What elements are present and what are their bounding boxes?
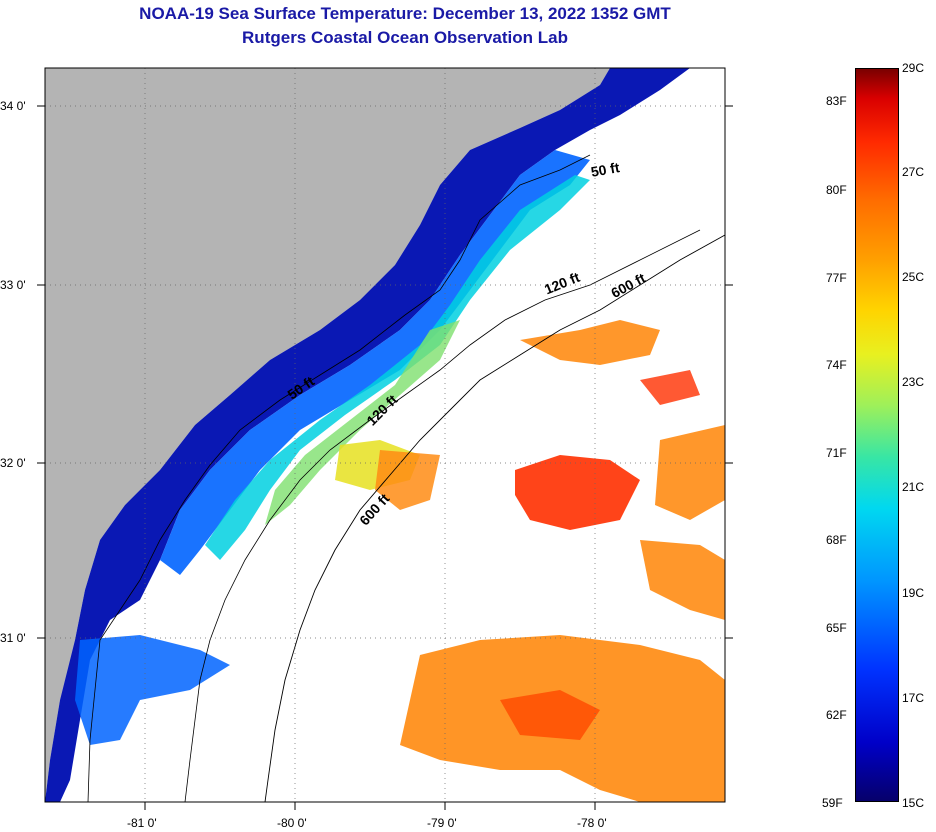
y-tick-label: 33 0': [0, 278, 26, 292]
colorbar-celsius-label: 29C: [902, 61, 925, 75]
x-tick-label: -78 0': [577, 816, 607, 830]
x-tick-label: -80 0': [277, 816, 307, 830]
colorbar-fahrenheit-label: 80F: [826, 183, 847, 197]
offshore-orange-patch-3: [640, 540, 725, 620]
shelf-cyan-water: [205, 175, 590, 560]
land-mass: [45, 68, 610, 802]
offshore-red-patch-1: [515, 455, 640, 530]
colorbar-celsius-label: 27C: [902, 165, 925, 179]
colorbar-celsius-label: 17C: [902, 691, 925, 705]
southern-coastal-blue: [75, 635, 230, 745]
colorbar-fahrenheit-label: 65F: [826, 621, 847, 635]
x-tick-label: -81 0': [127, 816, 157, 830]
colorbar-fahrenheit-label: 77F: [826, 271, 847, 285]
map-subtitle: Rutgers Coastal Ocean Observation Lab: [242, 28, 568, 47]
colorbar-fahrenheit-label: 71F: [826, 446, 847, 460]
colorbar-fahrenheit-label: 59F: [822, 796, 843, 810]
contour-120ft: [184, 229, 701, 802]
orange-strip: [375, 450, 440, 510]
colorbar-celsius-label: 19C: [902, 586, 925, 600]
colorbar-celsius-label: 21C: [902, 480, 925, 494]
graticule: [45, 68, 725, 802]
coastal-mid-water: [160, 150, 590, 575]
colorbar-fahrenheit-label: 74F: [826, 358, 847, 372]
offshore-orange-patch-1: [520, 320, 660, 365]
offshore-red-patch-2: [640, 370, 700, 405]
y-tick-label: 34 0': [0, 99, 26, 113]
contour-50ft: [87, 154, 591, 802]
map-title: NOAA-19 Sea Surface Temperature: Decembe…: [139, 4, 671, 23]
colorbar-fahrenheit-label: 62F: [826, 708, 847, 722]
offshore-orange-patch-2: [655, 425, 725, 520]
colorbar-fahrenheit-label: 68F: [826, 533, 847, 547]
colorbar-fahrenheit-label: 83F: [826, 94, 847, 108]
colorbar-celsius-label: 15C: [902, 796, 925, 810]
southern-red-patch: [500, 690, 600, 740]
axis-ticks: [37, 105, 733, 810]
colorbar-celsius-label: 23C: [902, 375, 925, 389]
y-tick-label: 32 0': [0, 456, 26, 470]
colorbar-celsius-label: 25C: [902, 270, 925, 284]
y-tick-label: 31 0': [0, 631, 26, 645]
temperature-colorbar: [855, 68, 899, 802]
contour-600ft: [264, 234, 725, 802]
shelf-green-water: [265, 320, 460, 525]
x-tick-label: -79 0': [427, 816, 457, 830]
